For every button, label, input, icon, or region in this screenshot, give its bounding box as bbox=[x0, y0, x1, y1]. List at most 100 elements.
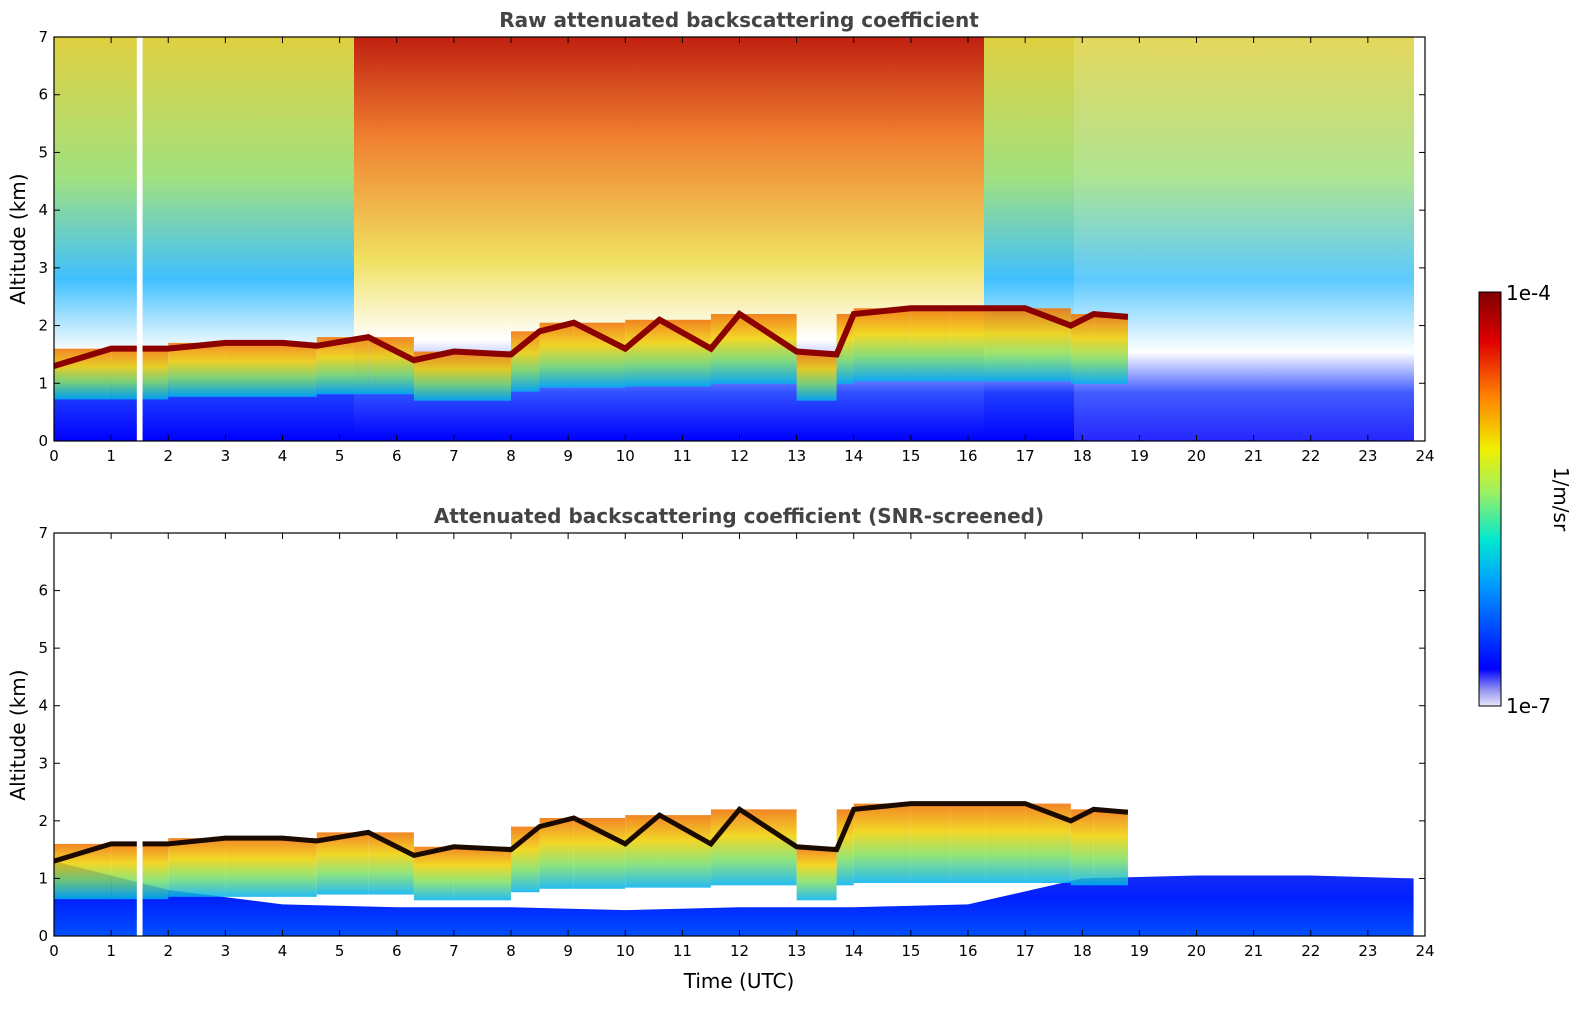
y-tick-label: 3 bbox=[38, 259, 48, 277]
x-tick-label: 23 bbox=[1358, 447, 1377, 465]
bottom-panel-title: Attenuated backscattering coefficient (S… bbox=[434, 504, 1044, 528]
cloud-segment bbox=[739, 314, 797, 384]
cloud-segment bbox=[1025, 803, 1071, 884]
y-tick-label: 5 bbox=[38, 639, 48, 657]
x-tick-label: 21 bbox=[1244, 447, 1263, 465]
cloud-segment bbox=[453, 846, 511, 901]
x-tick-label: 23 bbox=[1358, 942, 1377, 960]
x-tick-label: 7 bbox=[449, 447, 459, 465]
cloud-segment bbox=[836, 809, 854, 886]
x-tick-label: 18 bbox=[1073, 942, 1092, 960]
cloud-segment bbox=[316, 832, 369, 895]
x-tick-label: 5 bbox=[335, 447, 345, 465]
x-tick-label: 2 bbox=[163, 447, 173, 465]
x-tick-label: 14 bbox=[844, 942, 863, 960]
noise-band bbox=[1414, 37, 1425, 441]
colorbar-gradient bbox=[1478, 291, 1502, 707]
cloud-segment bbox=[225, 342, 283, 397]
cloud-segment bbox=[1070, 314, 1094, 384]
x-tick-label: 2 bbox=[163, 942, 173, 960]
x-tick-label: 16 bbox=[958, 942, 977, 960]
bottom-panel-ticks: 0 1 2 3 4 5 6 7 8 9 10 11 12 13 14 15 16 17 18 19 20 21 22 23 24… bbox=[38, 524, 1434, 960]
top-panel-plot-area bbox=[54, 37, 1425, 441]
y-tick-label: 2 bbox=[38, 317, 48, 335]
cloud-segment bbox=[168, 838, 226, 897]
x-tick-label: 1 bbox=[106, 942, 116, 960]
y-tick-label: 7 bbox=[38, 524, 48, 542]
bottom-panel-y-axis-label: Altitude (km) bbox=[6, 669, 30, 800]
y-tick-label: 2 bbox=[38, 812, 48, 830]
cloud-segment bbox=[659, 319, 711, 387]
data-gap bbox=[136, 37, 143, 441]
colorbar: 1e-4 1e-7 1/m/sr bbox=[1478, 281, 1573, 718]
cloud-segment bbox=[910, 803, 951, 884]
cloud-segment bbox=[1093, 314, 1128, 384]
x-tick-label: 17 bbox=[1016, 447, 1035, 465]
y-tick-label: 1 bbox=[38, 374, 48, 392]
colorbar-min-label: 1e-7 bbox=[1506, 694, 1551, 718]
y-tick-label: 7 bbox=[38, 28, 48, 46]
cloud-layer bbox=[54, 308, 1128, 401]
x-tick-label: 13 bbox=[787, 447, 806, 465]
colorbar-max-label: 1e-4 bbox=[1506, 281, 1551, 305]
cloud-segment bbox=[453, 351, 511, 401]
x-tick-label: 22 bbox=[1301, 447, 1320, 465]
x-tick-label: 24 bbox=[1415, 447, 1434, 465]
bottom-panel-plot-area bbox=[54, 533, 1425, 936]
x-tick-label: 22 bbox=[1301, 942, 1320, 960]
x-tick-label: 8 bbox=[506, 942, 516, 960]
x-tick-label: 3 bbox=[221, 447, 231, 465]
colorbar-unit-label: 1/m/sr bbox=[1549, 467, 1573, 532]
cloud-segment bbox=[950, 803, 986, 884]
cloud-segment bbox=[225, 838, 283, 897]
cloud-segment bbox=[282, 342, 317, 397]
cloud-segment bbox=[796, 351, 837, 401]
data-gap bbox=[136, 533, 143, 936]
cloud-top-line bbox=[54, 305, 1129, 369]
x-tick-label: 16 bbox=[958, 447, 977, 465]
cloud-segment bbox=[853, 308, 911, 382]
x-tick-label: 20 bbox=[1187, 942, 1206, 960]
x-tick-label: 20 bbox=[1187, 447, 1206, 465]
x-tick-label: 12 bbox=[730, 447, 749, 465]
x-tick-label: 4 bbox=[278, 447, 288, 465]
cloud-segment bbox=[710, 809, 740, 886]
x-tick-label: 21 bbox=[1244, 942, 1263, 960]
x-tick-label: 12 bbox=[730, 942, 749, 960]
y-tick-label: 4 bbox=[38, 697, 48, 715]
x-tick-label: 5 bbox=[335, 942, 345, 960]
cloud-segment bbox=[625, 815, 660, 888]
cloud-segment bbox=[539, 817, 574, 889]
x-tick-label: 9 bbox=[563, 447, 573, 465]
cloud-segment bbox=[168, 342, 226, 397]
x-tick-label: 19 bbox=[1130, 447, 1149, 465]
x-tick-label: 0 bbox=[49, 447, 59, 465]
x-tick-label: 8 bbox=[506, 447, 516, 465]
top-panel-title: Raw attenuated backscattering coefficien… bbox=[499, 8, 979, 32]
x-tick-label: 7 bbox=[449, 942, 459, 960]
y-tick-label: 6 bbox=[38, 582, 48, 600]
x-tick-label: 11 bbox=[673, 447, 692, 465]
x-tick-label: 19 bbox=[1130, 942, 1149, 960]
data-gaps bbox=[136, 37, 143, 441]
y-tick-label: 3 bbox=[38, 754, 48, 772]
cloud-segment bbox=[1093, 809, 1128, 886]
cloud-segment bbox=[796, 846, 837, 901]
y-tick-label: 5 bbox=[38, 143, 48, 161]
x-tick-label: 24 bbox=[1415, 942, 1434, 960]
y-tick-label: 0 bbox=[38, 927, 48, 945]
noise-band bbox=[1074, 37, 1414, 441]
cloud-top-line bbox=[54, 801, 1129, 864]
y-tick-label: 4 bbox=[38, 201, 48, 219]
x-tick-label: 11 bbox=[673, 942, 692, 960]
x-tick-label: 15 bbox=[901, 942, 920, 960]
cloud-segment bbox=[853, 803, 911, 884]
cloud-segment bbox=[985, 803, 1026, 884]
cloud-segment bbox=[1070, 809, 1094, 886]
cloud-segment bbox=[985, 308, 1026, 382]
cloud-segment bbox=[659, 815, 711, 888]
bottom-panel-x-axis-label: Time (UTC) bbox=[683, 969, 795, 993]
x-tick-label: 0 bbox=[49, 942, 59, 960]
x-tick-label: 4 bbox=[278, 942, 288, 960]
x-tick-label: 9 bbox=[563, 942, 573, 960]
